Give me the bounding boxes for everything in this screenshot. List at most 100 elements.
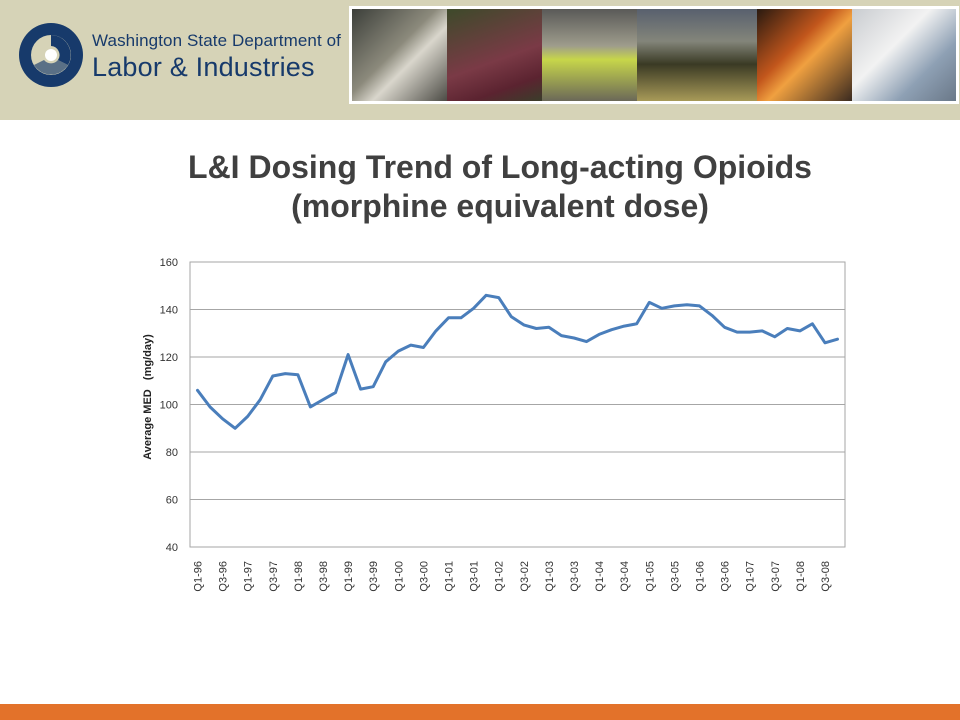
chart-title-line1: L&I Dosing Trend of Long-acting Opioids (188, 149, 812, 185)
series-line (196, 293, 839, 430)
data-point (309, 406, 312, 408)
agency-name: Washington State Department of Labor & I… (92, 32, 341, 81)
data-point (786, 327, 788, 330)
agency-name-line1: Washington State Department of (92, 31, 342, 50)
data-point (334, 392, 337, 394)
data-point (686, 304, 688, 306)
photo-strip (352, 9, 956, 101)
x-tick-label: Q1-03 (544, 561, 556, 592)
data-point (284, 373, 286, 375)
worker-photo (447, 9, 542, 101)
x-tick-label: Q1-07 (745, 561, 757, 592)
y-tick-label: 140 (160, 305, 178, 317)
x-tick-label: Q1-99 (343, 561, 355, 592)
x-tick-label: Q1-06 (694, 561, 706, 592)
data-point (648, 301, 650, 303)
y-tick-label: 100 (160, 400, 178, 412)
x-tick-label: Q3-07 (770, 561, 782, 592)
y-axis-label: Average MED (mg/day) (142, 334, 154, 460)
x-tick-label: Q1-96 (193, 561, 205, 592)
x-tick-label: Q1-08 (795, 561, 807, 592)
data-point (611, 329, 613, 331)
data-point (761, 330, 763, 332)
data-point (799, 330, 801, 332)
data-point (824, 342, 826, 344)
data-point (322, 399, 324, 401)
data-point (698, 305, 701, 307)
x-tick-label: Q3-06 (720, 561, 732, 592)
data-point (196, 389, 199, 391)
y-tick-label: 120 (160, 352, 178, 364)
y-tick-label: 160 (160, 257, 178, 269)
x-tick-label: Q3-05 (669, 561, 681, 592)
data-point (209, 406, 211, 408)
x-tick-label: Q3-98 (318, 561, 330, 592)
data-point (347, 354, 349, 356)
data-point (272, 375, 274, 377)
data-point (598, 333, 600, 336)
worker-photo (542, 9, 637, 101)
data-point (460, 317, 462, 319)
x-tick-label: Q3-99 (368, 561, 380, 592)
data-point (585, 340, 588, 343)
data-point (435, 330, 437, 332)
data-point (498, 297, 500, 299)
x-tick-label: Q1-05 (644, 561, 656, 592)
data-point (360, 388, 362, 390)
data-point (749, 331, 751, 333)
data-point (510, 316, 512, 318)
data-point (385, 361, 387, 363)
chart-title-line2: (morphine equivalent dose) (291, 188, 709, 224)
data-point (723, 326, 726, 328)
footer-accent-bar (0, 704, 960, 720)
data-point (636, 323, 638, 325)
data-point (836, 338, 839, 340)
y-tick-label: 60 (166, 495, 178, 507)
x-tick-label: Q3-00 (418, 561, 430, 592)
data-point (247, 415, 249, 417)
data-point (447, 317, 450, 319)
data-point (410, 344, 412, 346)
data-point (774, 336, 776, 338)
x-tick-label: Q1-04 (594, 561, 606, 592)
line-chart: 40 60 80 100 120 140 160 Q1-96 Q3-96 Q1-97 Q3-97 Q… (142, 257, 846, 592)
worker-photo (637, 9, 757, 101)
x-tick-label: Q1-97 (243, 561, 255, 592)
x-tick-label: Q3-02 (519, 561, 531, 592)
data-point (673, 305, 675, 307)
data-point (736, 331, 738, 333)
data-point (485, 294, 487, 296)
data-point (397, 350, 399, 352)
data-point (548, 326, 550, 328)
chart-title: L&I Dosing Trend of Long-acting Opioids … (60, 148, 940, 226)
data-point (472, 307, 475, 309)
x-tick-label: Q3-01 (469, 561, 481, 592)
x-tick-label: Q1-00 (393, 561, 405, 592)
x-tick-label: Q3-97 (268, 561, 280, 592)
x-tick-label: Q3-03 (569, 561, 581, 592)
worker-photo (757, 9, 852, 101)
data-point (811, 323, 814, 325)
data-point (535, 327, 537, 330)
x-tick-label: Q1-02 (494, 561, 506, 592)
x-tick-label: Q3-08 (820, 561, 832, 592)
header-banner: Washington State Department of Labor & I… (0, 0, 960, 120)
worker-photo (352, 9, 447, 101)
y-tick-label: 40 (166, 542, 178, 554)
x-tick-label: Q1-01 (443, 561, 455, 592)
data-point (259, 399, 261, 401)
x-tick-label: Q1-98 (293, 561, 305, 592)
worker-photo (852, 9, 956, 101)
data-point (297, 374, 299, 376)
data-point (372, 386, 374, 388)
data-point (560, 335, 563, 337)
data-point (573, 337, 575, 339)
data-point (221, 418, 224, 420)
data-point (711, 314, 713, 317)
li-logo-icon (19, 23, 83, 87)
data-point (234, 427, 236, 429)
data-point (523, 324, 525, 326)
agency-name-line2: Labor & Industries (92, 52, 315, 82)
x-tick-label: Q3-04 (619, 561, 631, 592)
data-point (623, 325, 625, 327)
